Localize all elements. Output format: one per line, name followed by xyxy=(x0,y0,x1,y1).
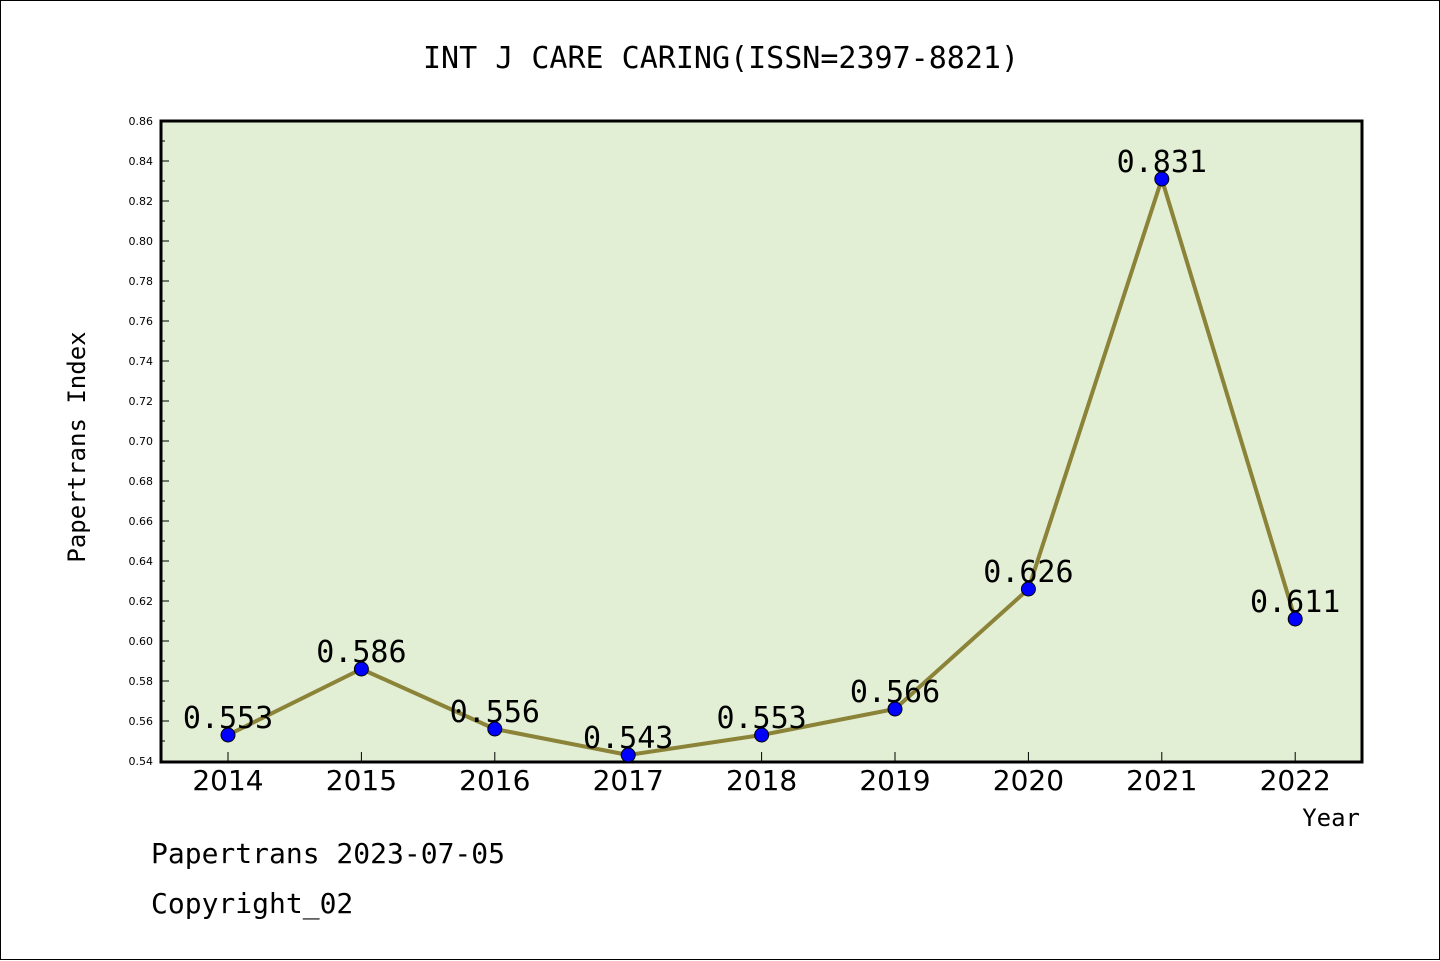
x-tick-label: 2019 xyxy=(859,764,930,797)
x-tick-label: 2020 xyxy=(993,764,1064,797)
y-axis-label: Papertrans Index xyxy=(63,331,91,562)
footer-copyright: Copyright_02 xyxy=(151,887,354,920)
x-axis: 2014 2015 2016 2017 2018 2019 2020 2021 2022 xyxy=(192,752,1331,797)
y-tick-label: 0.68 xyxy=(129,475,154,488)
x-tick-label: 2018 xyxy=(726,764,797,797)
data-point xyxy=(1154,171,1170,187)
data-label: 0.556 xyxy=(450,695,540,730)
y-tick-label: 0.78 xyxy=(129,275,154,288)
x-tick-label: 2015 xyxy=(326,764,397,797)
data-label: 0.586 xyxy=(316,635,406,670)
x-tick-label: 2014 xyxy=(192,764,263,797)
data-label: 0.831 xyxy=(1117,145,1207,180)
data-label: 0.626 xyxy=(983,555,1073,590)
y-tick-label: 0.64 xyxy=(129,555,154,568)
data-point xyxy=(620,747,636,763)
data-labels: 0.553 0.586 0.556 0.543 0.553 0.566 0.626 0.831… xyxy=(183,145,1341,756)
y-tick-label: 0.66 xyxy=(129,515,154,528)
footer-date: Papertrans 2023-07-05 xyxy=(151,837,506,870)
data-point xyxy=(487,721,503,737)
data-label: 0.566 xyxy=(850,675,940,710)
y-tick-label: 0.60 xyxy=(129,635,154,648)
x-tick-label: 2022 xyxy=(1260,764,1331,797)
chart-title: INT J CARE CARING(ISSN=2397-8821) xyxy=(423,41,1019,76)
y-tick-label: 0.54 xyxy=(129,755,154,768)
plot-area xyxy=(159,119,1364,764)
y-tick-label: 0.56 xyxy=(129,715,154,728)
y-tick-label: 0.72 xyxy=(129,395,154,408)
data-label: 0.553 xyxy=(183,701,273,736)
data-label: 0.553 xyxy=(716,701,806,736)
data-point xyxy=(754,727,770,743)
data-point xyxy=(1020,581,1036,597)
x-tick-label: 2016 xyxy=(459,764,530,797)
data-point xyxy=(353,661,369,677)
y-tick-label: 0.74 xyxy=(129,355,154,368)
y-tick-label: 0.76 xyxy=(129,315,154,328)
data-markers xyxy=(220,171,1303,763)
y-axis: 0.54 0.56 0.58 0.60 0.62 0.64 0.66 0.68 0.70 0.72… xyxy=(129,115,169,768)
data-label: 0.543 xyxy=(583,721,673,756)
y-tick-label: 0.82 xyxy=(129,195,154,208)
data-point xyxy=(887,701,903,717)
y-tick-label: 0.80 xyxy=(129,235,154,248)
x-tick-label: 2017 xyxy=(593,764,664,797)
y-tick-label: 0.62 xyxy=(129,595,154,608)
x-axis-label: Year xyxy=(1302,804,1360,832)
x-tick-label: 2021 xyxy=(1126,764,1197,797)
y-tick-label: 0.70 xyxy=(129,435,154,448)
data-point xyxy=(1287,611,1303,627)
data-label: 0.611 xyxy=(1250,585,1340,620)
y-tick-label: 0.84 xyxy=(129,155,154,168)
y-tick-label: 0.86 xyxy=(129,115,154,128)
y-tick-label: 0.58 xyxy=(129,675,154,688)
data-point xyxy=(220,727,236,743)
